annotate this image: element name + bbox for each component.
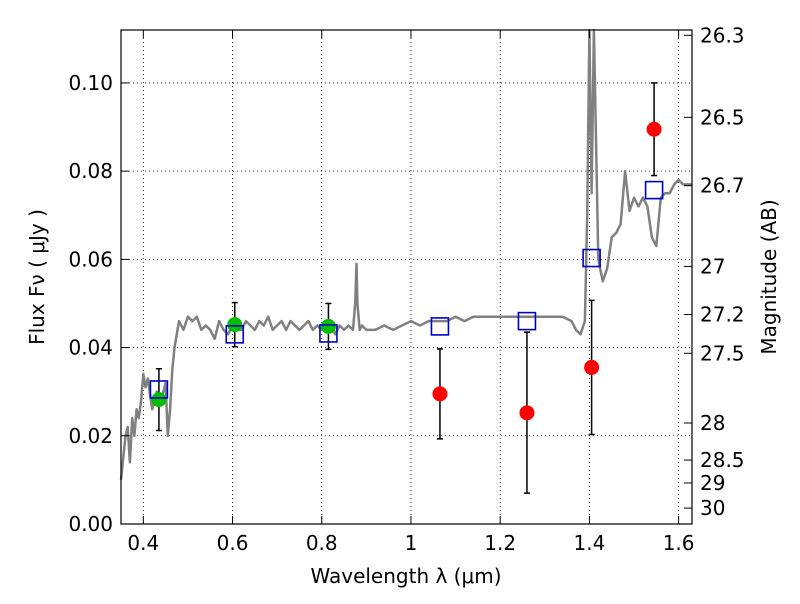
- photometry-layer: [149, 82, 664, 494]
- x-tick-label: 1.6: [663, 531, 695, 555]
- magnitude-tick-label: 27.2: [700, 302, 745, 326]
- magnitude-tick-label: 27: [700, 254, 725, 278]
- x-tick-label: 1.2: [484, 531, 516, 555]
- magnitude-tick-label: 26.7: [700, 174, 745, 198]
- model-spectrum-line: [119, 28, 692, 481]
- photometry-point-1: [432, 386, 448, 402]
- x-tick-label: 1.4: [573, 531, 605, 555]
- model-photometry-square: [517, 311, 537, 331]
- y2-axis-title: Magnitude (AB): [757, 199, 781, 354]
- photometry-point-1: [519, 405, 535, 421]
- magnitude-tick-label: 26.5: [700, 105, 745, 129]
- photometry-point-1: [584, 359, 600, 375]
- magnitude-tick-label: 30: [700, 496, 725, 520]
- y-tick-label: 0.04: [68, 336, 113, 360]
- model-photometry-square: [430, 317, 450, 336]
- model-photometry-square: [225, 325, 245, 344]
- model-photometry-square: [319, 324, 338, 343]
- x-tick-label: 1: [405, 531, 418, 555]
- plot-frame: [120, 29, 693, 525]
- plot-background: [121, 30, 692, 524]
- model-photometry-square: [582, 248, 601, 268]
- model-photometry-square: [149, 380, 169, 399]
- x-tick-label: 0.4: [127, 531, 159, 555]
- magnitude-tick-label: 28: [700, 411, 725, 435]
- x-tick-label: 0.6: [217, 531, 249, 555]
- photometry-point-0: [320, 318, 336, 334]
- y-axis-title: Flux Fν ( μJy ): [25, 209, 49, 345]
- magnitude-tick-label: 29: [700, 471, 725, 495]
- model-photometry-square: [644, 180, 664, 200]
- photometry-point-0: [227, 317, 243, 333]
- x-tick-label: 0.8: [306, 531, 338, 555]
- model-spectrum-layer: [119, 28, 692, 481]
- magnitude-tick-label: 26.3: [700, 23, 745, 47]
- y-tick-label: 0.02: [68, 424, 113, 448]
- magnitude-tick-label: 27.5: [700, 341, 745, 365]
- photometry-point-0: [151, 392, 167, 408]
- y-tick-label: 0.00: [68, 512, 113, 536]
- y-tick-label: 0.08: [68, 159, 113, 183]
- magnitude-tick-label: 28.5: [700, 448, 745, 472]
- y-tick-label: 0.06: [68, 247, 113, 271]
- x-axis-title: Wavelength λ (μm): [310, 564, 501, 588]
- photometry-point-1: [646, 121, 662, 137]
- y-tick-label: 0.10: [68, 71, 113, 95]
- axis-ticks: 0.4 0.6 0.8 1 1.2 1.4 1.6 0.00 0.02 0.04 0.06 0.08 0…: [68, 23, 744, 555]
